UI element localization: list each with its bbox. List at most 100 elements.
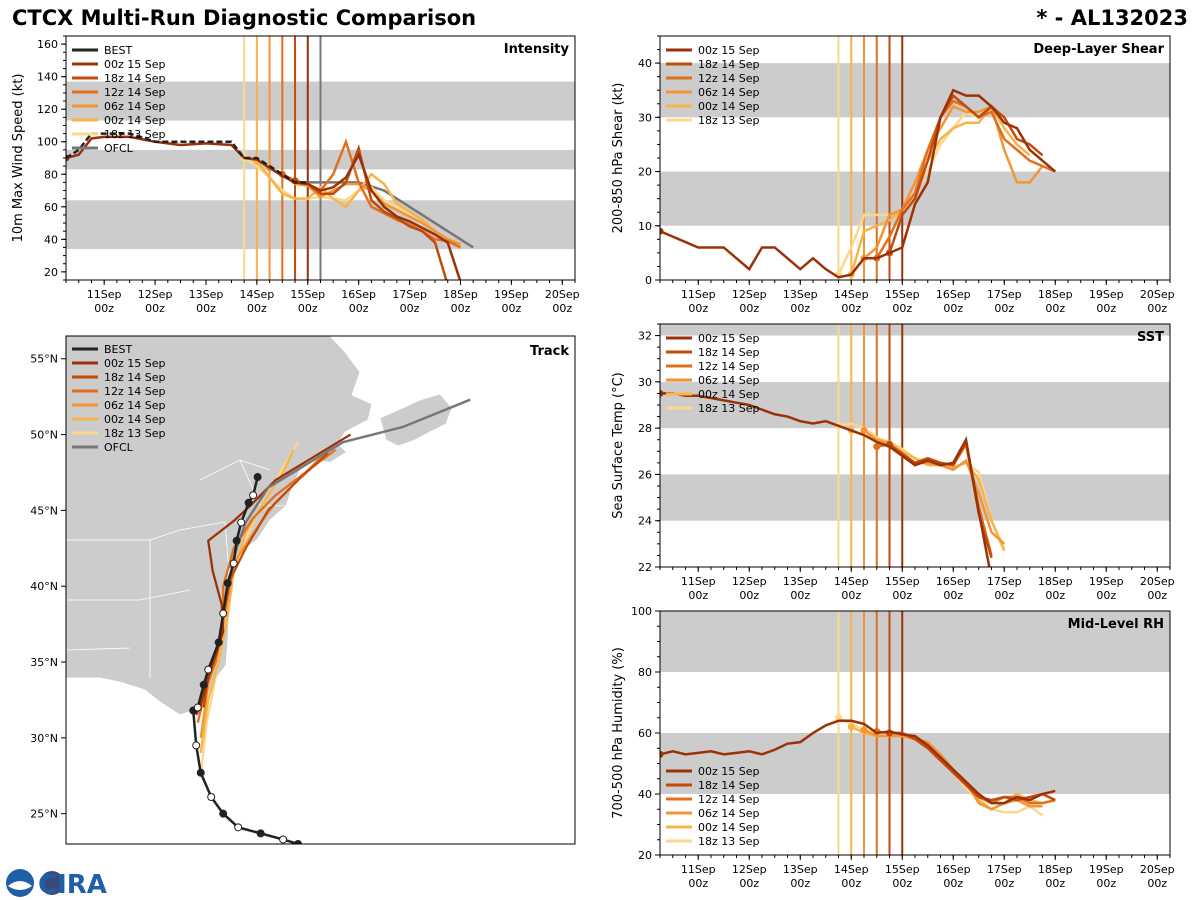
- x-tick-date: 19Sep: [494, 288, 529, 301]
- x-tick-hour: 00z: [994, 589, 1014, 602]
- legend-label: 18z 14 Sep: [698, 346, 760, 359]
- legend-label: OFCL: [104, 142, 134, 155]
- x-tick-hour: 00z: [892, 877, 912, 890]
- x-tick-date: 18Sep: [1038, 863, 1073, 876]
- legend-label: 06z 14 Sep: [104, 100, 166, 113]
- y-axis-label: Sea Surface Temp (°C): [611, 372, 626, 519]
- legend-label: 00z 15 Sep: [104, 58, 166, 71]
- x-tick-hour: 00z: [841, 302, 861, 315]
- x-tick-date: 15Sep: [290, 288, 325, 301]
- y-tick-label: 30: [638, 111, 652, 124]
- x-tick-date: 16Sep: [936, 863, 971, 876]
- y-tick-label: 10: [638, 220, 652, 233]
- y-axis-label: 200-850 hPa Shear (kt): [611, 83, 626, 234]
- legend-label: 00z 14 Sep: [104, 114, 166, 127]
- x-tick-hour: 00z: [1045, 877, 1065, 890]
- x-tick-date: 12Sep: [732, 575, 767, 588]
- best-track-point: [193, 703, 202, 712]
- x-tick-date: 16Sep: [936, 288, 971, 301]
- x-tick-date: 13Sep: [783, 575, 818, 588]
- y-tick-label: 60: [44, 201, 58, 214]
- land-mass-east: [379, 393, 453, 447]
- panel-title: Track: [530, 344, 569, 359]
- x-tick-date: 11Sep: [681, 863, 716, 876]
- init-point: [835, 714, 842, 722]
- y-tick-label: 0: [645, 274, 652, 287]
- x-tick-hour: 00z: [1096, 877, 1116, 890]
- legend-label: OFCL: [104, 441, 134, 454]
- best-track-point: [223, 579, 232, 588]
- best-track-point: [229, 559, 238, 568]
- track-panel: 25°N30°N35°N40°N45°N50°N55°NTrackBEST00z…: [30, 335, 576, 845]
- x-tick-hour: 00z: [145, 302, 165, 315]
- best-track-point: [204, 665, 213, 674]
- best-track-point: [237, 518, 246, 527]
- init-point: [660, 227, 664, 235]
- x-tick-hour: 00z: [790, 589, 810, 602]
- lat-tick-label: 45°N: [30, 504, 58, 517]
- legend-label: 06z 14 Sep: [104, 399, 166, 412]
- legend-label: 00z 14 Sep: [104, 413, 166, 426]
- best-track-point: [199, 680, 208, 689]
- x-tick-hour: 00z: [688, 877, 708, 890]
- x-tick-date: 20Sep: [1140, 575, 1175, 588]
- legend-label: 06z 14 Sep: [698, 86, 760, 99]
- x-tick-date: 18Sep: [1038, 288, 1073, 301]
- legend-label: 18z 13 Sep: [698, 114, 760, 127]
- plot-area: [660, 36, 1057, 280]
- y-axis-label: 700-500 hPa Humidity (%): [611, 647, 626, 819]
- legend-label: 00z 15 Sep: [698, 765, 760, 778]
- legend-label: 18z 14 Sep: [698, 58, 760, 71]
- x-tick-date: 17Sep: [987, 575, 1022, 588]
- legend-label: BEST: [104, 343, 132, 356]
- legend-label: 18z 13 Sep: [698, 835, 760, 848]
- axes-frame: [65, 335, 576, 845]
- lat-tick-label: 40°N: [30, 580, 58, 593]
- y-tick-label: 20: [44, 266, 58, 279]
- best-track-point: [232, 536, 241, 545]
- legend-label: 00z 14 Sep: [698, 388, 760, 401]
- series-line: [888, 93, 1044, 254]
- best-track-point: [279, 835, 288, 844]
- best-track-point: [234, 823, 243, 832]
- lat-tick-label: 25°N: [30, 808, 58, 821]
- x-tick-hour: 00z: [247, 302, 267, 315]
- x-tick-hour: 00z: [1045, 589, 1065, 602]
- series-line: [660, 88, 1057, 279]
- panel-title: Intensity: [504, 42, 570, 57]
- panel-title: Mid-Level RH: [1068, 617, 1164, 632]
- cira-logo: CIRA: [6, 869, 107, 898]
- series-line: [660, 392, 991, 567]
- x-tick-hour: 00z: [298, 302, 318, 315]
- x-tick-hour: 00z: [841, 877, 861, 890]
- y-tick-label: 160: [37, 38, 58, 51]
- x-tick-date: 14Sep: [834, 863, 869, 876]
- y-tick-label: 100: [37, 136, 58, 149]
- x-tick-date: 17Sep: [987, 863, 1022, 876]
- x-tick-hour: 00z: [994, 877, 1014, 890]
- legend-label: 18z 14 Sep: [698, 779, 760, 792]
- x-tick-date: 16Sep: [936, 575, 971, 588]
- x-tick-hour: 00z: [739, 877, 759, 890]
- legend-label: 18z 14 Sep: [104, 371, 166, 384]
- x-tick-date: 15Sep: [885, 863, 920, 876]
- chart-title: CTCX Multi-Run Diagnostic Comparison: [12, 6, 477, 30]
- track-series-line: [196, 448, 337, 723]
- x-tick-date: 11Sep: [681, 575, 716, 588]
- x-tick-hour: 00z: [688, 302, 708, 315]
- best-track-point: [294, 840, 303, 844]
- rh-panel: 2040608010011Sep00z12Sep00z13Sep00z14Sep…: [611, 605, 1175, 890]
- legend-label: 12z 14 Sep: [698, 72, 760, 85]
- best-track-point: [192, 741, 201, 750]
- x-tick-hour: 00z: [1096, 302, 1116, 315]
- y-tick-label: 140: [37, 71, 58, 84]
- legend-label: 12z 14 Sep: [104, 86, 166, 99]
- series-line: [889, 731, 1056, 802]
- y-axis-label: 10m Max Wind Speed (kt): [11, 74, 26, 243]
- y-tick-label: 20: [638, 166, 652, 179]
- x-tick-date: 16Sep: [341, 288, 376, 301]
- legend-label: 06z 14 Sep: [698, 807, 760, 820]
- y-tick-label: 28: [638, 422, 652, 435]
- shaded-band: [660, 324, 1170, 336]
